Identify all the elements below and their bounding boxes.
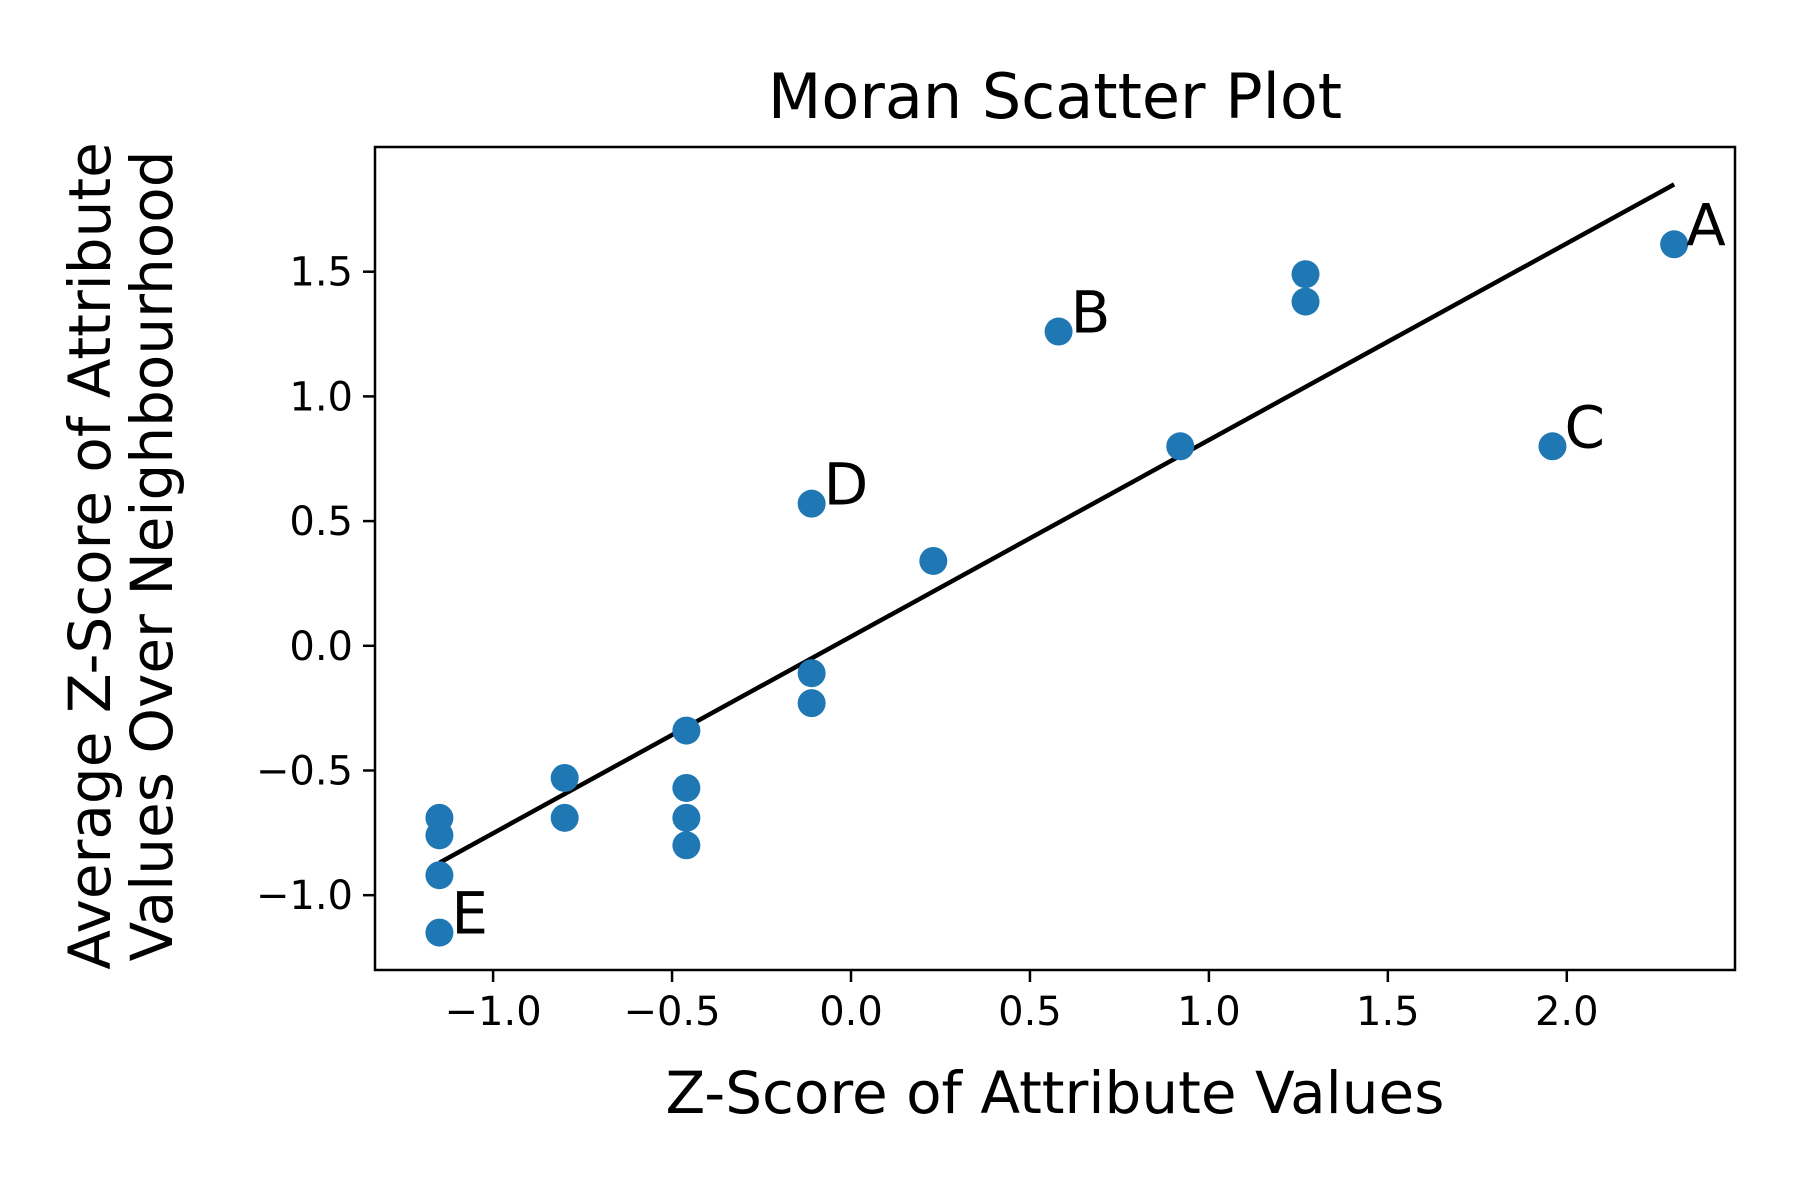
plot-frame (373, 145, 1737, 972)
y-axis-title: Average Z-Score of Attribute Values Over… (56, 142, 186, 970)
data-point (672, 716, 701, 745)
x-tick-label: 0.0 (819, 989, 883, 1035)
point-label-d: D (824, 451, 869, 519)
y-tick-label: −1.0 (256, 873, 353, 919)
data-point (425, 918, 454, 947)
y-axis-title-line-1: Average Z-Score of Attribute (56, 142, 124, 970)
x-axis-ticks: −1.0 −0.5 0.0 0.5 1.0 1.5 2.0 (445, 970, 1599, 1035)
x-tick-label: 2.0 (1535, 989, 1599, 1035)
y-axis-ticks: −1.0 −0.5 0.0 0.5 1.0 1.5 (256, 250, 375, 919)
data-points (425, 230, 1689, 947)
y-tick-label: 1.5 (289, 250, 353, 296)
data-point (1166, 432, 1195, 461)
point-label-c: C (1564, 393, 1605, 461)
chart-title: Moran Scatter Plot (768, 60, 1342, 133)
x-axis-title: Z-Score of Attribute Values (666, 1059, 1445, 1127)
data-point (919, 546, 948, 575)
data-point (425, 821, 454, 850)
data-point (1291, 287, 1320, 316)
regression-line-layer (438, 182, 1676, 865)
data-point (1538, 432, 1567, 461)
x-tick-label: 1.0 (1177, 989, 1241, 1035)
data-point (672, 803, 701, 832)
data-point (797, 689, 826, 718)
x-tick-label: 0.5 (998, 989, 1062, 1035)
x-tick-label: 1.5 (1356, 989, 1420, 1035)
data-point (672, 831, 701, 860)
data-point (425, 861, 454, 890)
x-tick-label: −0.5 (623, 989, 720, 1035)
y-tick-label: 0.5 (289, 499, 353, 545)
point-label-e: E (451, 880, 488, 948)
data-point (797, 489, 826, 518)
data-point (672, 773, 701, 802)
data-point (1044, 317, 1073, 346)
regression-line (438, 182, 1676, 865)
data-point (797, 659, 826, 688)
y-tick-label: −0.5 (256, 748, 353, 794)
data-point (1291, 260, 1320, 289)
plot-area (373, 145, 1737, 972)
data-point (1660, 230, 1689, 259)
x-tick-label: −1.0 (445, 989, 542, 1035)
y-axis-title-line-2: Values Over Neighbourhood (118, 150, 186, 961)
y-tick-label: 0.0 (289, 624, 353, 670)
point-label-a: A (1686, 191, 1726, 259)
data-point (550, 803, 579, 832)
data-point (550, 763, 579, 792)
y-tick-label: 1.0 (289, 374, 353, 420)
point-label-b: B (1071, 279, 1111, 347)
point-labels: A B C D E (451, 191, 1726, 947)
